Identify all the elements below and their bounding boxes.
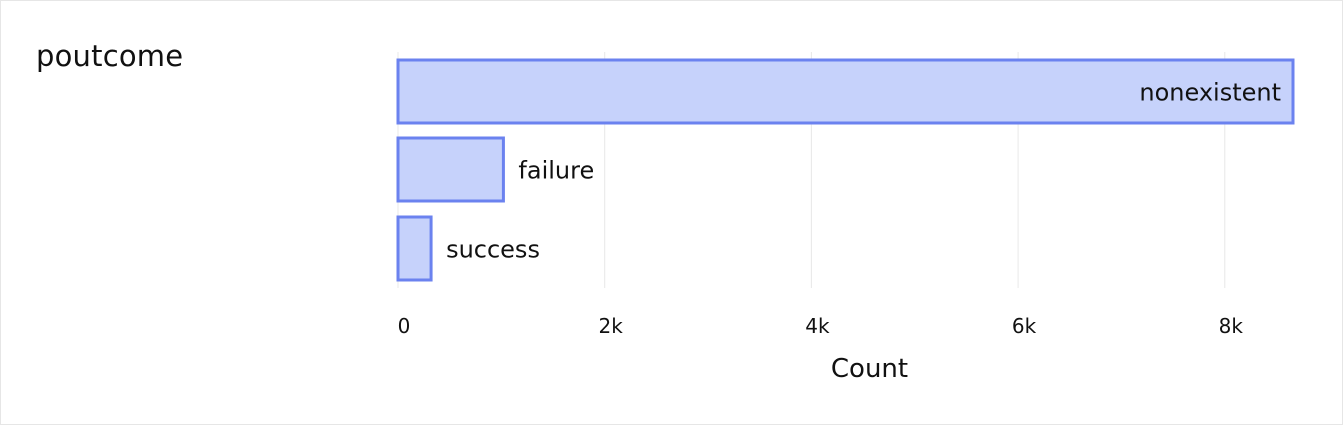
- bar-failure[interactable]: [396, 136, 505, 203]
- x-tick-label: 8k: [1219, 314, 1244, 338]
- bars: nonexistent failure success: [396, 58, 1295, 282]
- x-tick-label: 2k: [599, 314, 624, 338]
- bar-label-nonexistent: nonexistent: [1139, 79, 1281, 107]
- x-axis-title: Count: [831, 354, 908, 384]
- bar-label-failure: failure: [518, 157, 594, 185]
- bar-label-success: success: [446, 236, 540, 264]
- x-axis-ticks: 0 2k 4k 6k 8k: [398, 314, 1244, 338]
- bar-nonexistent[interactable]: [396, 58, 1295, 125]
- feature-name-label: poutcome: [36, 39, 184, 73]
- x-tick-label: 0: [398, 314, 411, 338]
- x-tick-label: 6k: [1012, 314, 1037, 338]
- bar-success[interactable]: [396, 215, 433, 282]
- x-tick-label: 4k: [805, 314, 830, 338]
